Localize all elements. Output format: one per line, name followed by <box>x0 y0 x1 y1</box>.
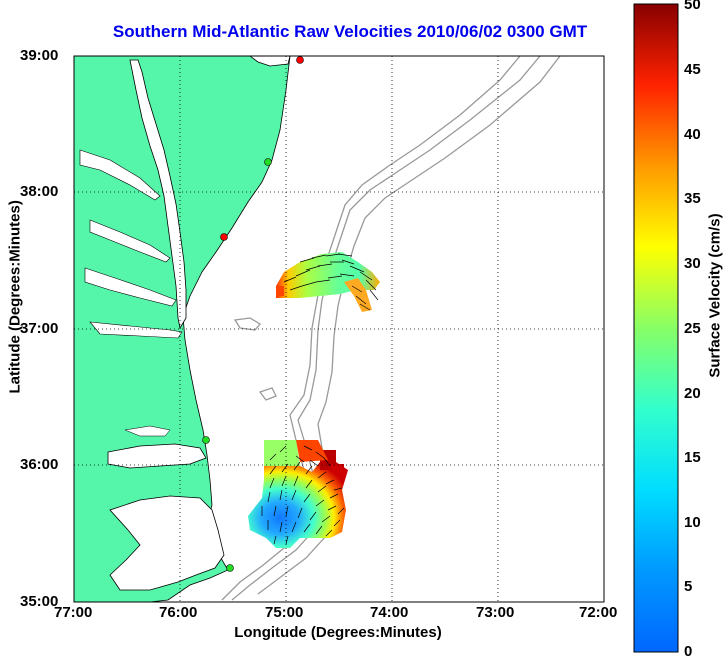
map-title: Southern Mid-Atlantic Raw Velocities 201… <box>112 22 588 41</box>
lon-tick: 76:00 <box>159 604 198 621</box>
x-axis-label: Longitude (Degrees:Minutes) <box>234 624 442 641</box>
lon-tick: 73:00 <box>476 604 515 621</box>
lat-tick: 38:00 <box>20 183 59 200</box>
york-river <box>84 267 177 307</box>
colorbar-tick: 30 <box>684 255 701 272</box>
lat-tick: 35:00 <box>20 593 59 610</box>
lat-tick: 36:00 <box>20 456 59 473</box>
velocity-patch-south <box>248 440 348 548</box>
chesapeake-bay <box>129 59 187 330</box>
colorbar-tick: 10 <box>684 514 701 531</box>
colorbar-tick: 25 <box>684 320 701 337</box>
colorbar-tick: 15 <box>684 449 701 466</box>
velocity-patch-north <box>276 252 380 312</box>
colorbar-tick: 35 <box>684 190 701 207</box>
map-grid <box>74 56 604 602</box>
station-marker <box>264 158 272 166</box>
station-marker <box>220 233 228 241</box>
rappahannock-river <box>89 219 171 263</box>
colorbar-tick: 40 <box>684 126 701 143</box>
lat-tick: 39:00 <box>20 47 59 64</box>
pamlico-sound <box>109 495 225 591</box>
station-marker <box>226 564 234 572</box>
station-marker <box>202 436 210 444</box>
albemarle-sound <box>107 443 207 469</box>
delaware-bay <box>249 56 291 67</box>
station-marker <box>296 56 304 64</box>
radar-stations <box>202 56 304 572</box>
potomac-river <box>79 149 161 201</box>
lat-tick: 37:00 <box>20 320 59 337</box>
colorbar-tick: 20 <box>684 385 701 402</box>
lon-tick: 72:00 <box>579 604 618 621</box>
colorbar-tick: 45 <box>684 61 701 78</box>
lon-tick: 77:00 <box>54 604 93 621</box>
lon-tick: 74:00 <box>370 604 409 621</box>
colorbar <box>633 3 679 653</box>
colorbar-tick: 0 <box>684 643 693 660</box>
colorbar-tick: 50 <box>684 0 701 13</box>
lon-tick: 75:00 <box>265 604 304 621</box>
currituck-sound <box>124 425 171 437</box>
james-river <box>89 321 183 339</box>
map-frame <box>73 55 605 603</box>
colorbar-tick: 5 <box>684 578 693 595</box>
